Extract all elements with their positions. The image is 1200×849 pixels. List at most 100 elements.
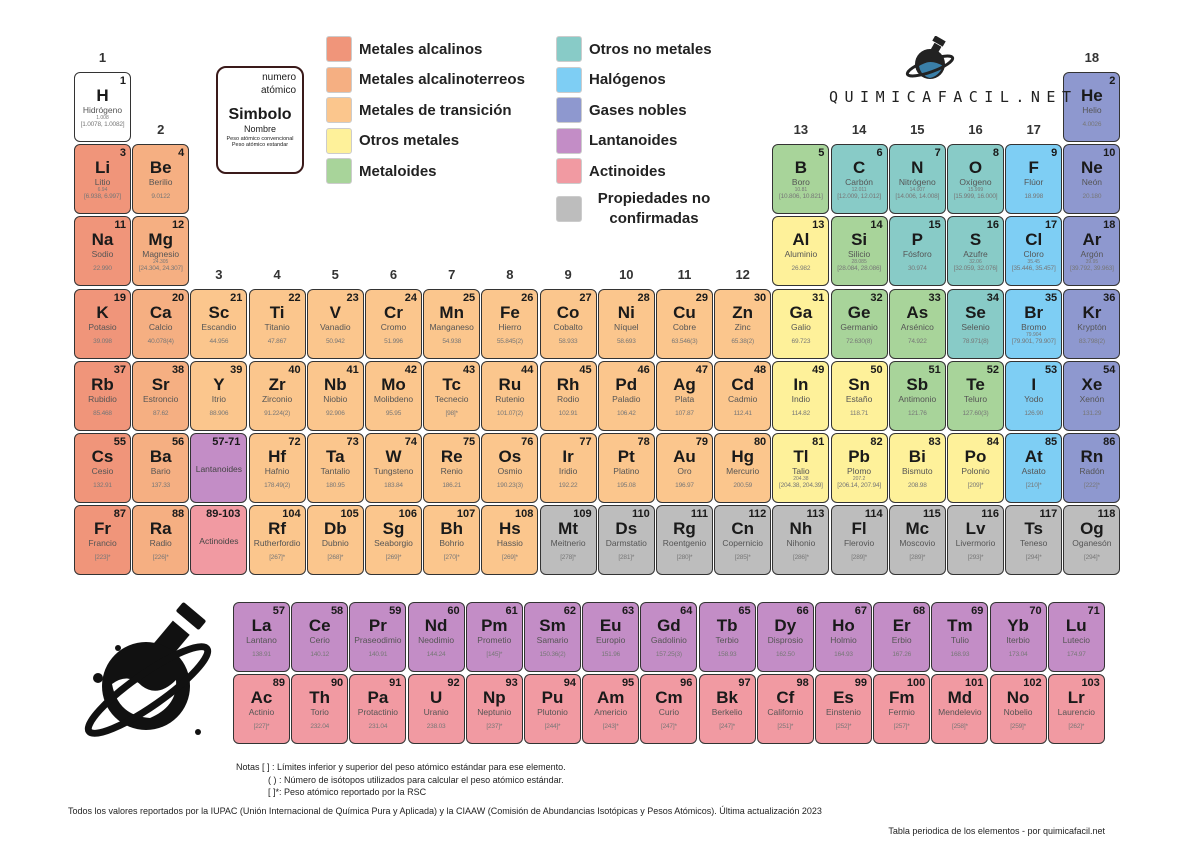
element-cell-lu[interactable]: 71 Lu Lutecio 174.97 (1047, 602, 1105, 672)
element-cell-nd[interactable]: 60 Nd Neodimio 144.24 (407, 602, 465, 672)
element-cell-ar[interactable]: 18 Ar Argón 39.95 [39.792, 39.963] (1063, 216, 1121, 287)
element-cell-rb[interactable]: 37 Rb Rubidio 85.468 (74, 360, 131, 431)
element-cell-pa[interactable]: 91 Pa Protactinio 231.04 (349, 674, 407, 744)
element-cell-c[interactable]: 6 C Carbón 12.011 [12.009, 12.012] (830, 144, 888, 215)
element-cell-bk[interactable]: 97 Bk Berkelio [247]* (698, 674, 756, 744)
element-cell-pm[interactable]: 61 Pm Prometio [145]* (465, 602, 523, 672)
element-cell-es[interactable]: 99 Es Einstenio [252]* (815, 674, 872, 744)
element-cell-cu[interactable]: 29 Cu Cobre 63.546(3) (656, 288, 713, 359)
element-cell-si[interactable]: 14 Si Silicio 28.085 [28.084, 28.086] (830, 216, 888, 287)
placeholder-lanthanide[interactable]: 57-71 Lantanoides (190, 433, 248, 503)
element-cell-fe[interactable]: 26 Fe Hierro 55.845(2) (481, 288, 539, 359)
element-cell-am[interactable]: 95 Am Americio [243]* (582, 674, 640, 744)
element-cell-fl[interactable]: 114 Fl Flerovio [289]* (830, 505, 888, 576)
element-cell-ga[interactable]: 31 Ga Galio 69.723 (772, 288, 830, 359)
element-cell-fr[interactable]: 87 Fr Francio [223]* (74, 505, 131, 576)
element-cell-dy[interactable]: 66 Dy Disprosio 162.50 (756, 602, 814, 672)
element-cell-te[interactable]: 52 Te Teluro 127.60(3) (947, 360, 1004, 431)
element-cell-v[interactable]: 23 V Vanadio 50.942 (306, 288, 364, 359)
element-cell-sn[interactable]: 50 Sn Estaño 118.71 (830, 360, 888, 431)
element-cell-bi[interactable]: 83 Bi Bismuto 208.98 (888, 433, 946, 503)
element-cell-rg[interactable]: 111 Rg Roentgenio [280]* (656, 505, 713, 576)
element-cell-sm[interactable]: 62 Sm Samario 150.36(2) (524, 602, 581, 672)
element-cell-o[interactable]: 8 O Oxígeno 15.999 [15.999, 16.000] (947, 144, 1004, 215)
element-cell-np[interactable]: 93 Np Neptunio [237]* (465, 674, 523, 744)
element-cell-mg[interactable]: 12 Mg Magnesio 24.305 [24.304, 24.307] (132, 216, 190, 287)
element-cell-cs[interactable]: 55 Cs Cesio 132.91 (74, 433, 131, 503)
element-cell-in[interactable]: 49 In Indio 114.82 (772, 360, 830, 431)
element-cell-db[interactable]: 105 Db Dubnio [268]* (306, 505, 364, 576)
element-cell-br[interactable]: 35 Br Bromo 79.904 [79.901, 79.907] (1005, 288, 1063, 359)
element-cell-h[interactable]: 1 H Hidrógeno 1.008 [1.0078, 1.0082] (74, 72, 131, 142)
element-cell-sc[interactable]: 21 Sc Escandio 44.956 (190, 288, 248, 359)
element-cell-f[interactable]: 9 F Flúor 18.998 (1005, 144, 1063, 215)
element-cell-se[interactable]: 34 Se Selenio 78.971(8) (947, 288, 1004, 359)
element-cell-co[interactable]: 27 Co Cobalto 58.933 (539, 288, 597, 359)
element-cell-ti[interactable]: 22 Ti Titanio 47.867 (248, 288, 306, 359)
element-cell-rn[interactable]: 86 Rn Radón [222]* (1063, 433, 1121, 503)
element-cell-la[interactable]: 57 La Lantano 138.91 (233, 602, 290, 672)
element-cell-po[interactable]: 84 Po Polonio [209]* (947, 433, 1004, 503)
element-cell-eu[interactable]: 63 Eu Europio 151.96 (582, 602, 640, 672)
element-cell-sb[interactable]: 51 Sb Antimonio 121.76 (888, 360, 946, 431)
element-cell-au[interactable]: 79 Au Oro 196.97 (656, 433, 713, 503)
element-cell-nb[interactable]: 41 Nb Niobio 92.906 (306, 360, 364, 431)
element-cell-yb[interactable]: 70 Yb Iterbio 173.04 (989, 602, 1047, 672)
placeholder-actinide[interactable]: 89-103 Actinoides (190, 505, 248, 576)
element-cell-os[interactable]: 76 Os Osmio 190.23(3) (481, 433, 539, 503)
element-cell-ir[interactable]: 77 Ir Iridio 192.22 (539, 433, 597, 503)
element-cell-he[interactable]: 2 He Helio 4.0026 (1063, 72, 1121, 142)
element-cell-tc[interactable]: 43 Tc Tecnecio [98]* (423, 360, 481, 431)
element-cell-at[interactable]: 85 At Astato [210]* (1005, 433, 1063, 503)
element-cell-re[interactable]: 75 Re Renio 186.21 (423, 433, 481, 503)
element-cell-ta[interactable]: 73 Ta Tantalio 180.95 (306, 433, 364, 503)
element-cell-w[interactable]: 74 W Tungsteno 183.84 (365, 433, 422, 503)
element-cell-k[interactable]: 19 K Potasio 39.098 (74, 288, 131, 359)
element-cell-th[interactable]: 90 Th Torio 232.04 (291, 674, 349, 744)
element-cell-na[interactable]: 11 Na Sodio 22.990 (74, 216, 131, 287)
element-cell-u[interactable]: 92 U Uranio 238.03 (407, 674, 465, 744)
element-cell-sr[interactable]: 38 Sr Estroncio 87.62 (132, 360, 190, 431)
element-cell-tm[interactable]: 69 Tm Tulio 168.93 (931, 602, 989, 672)
element-cell-cl[interactable]: 17 Cl Cloro 35.45 [35.446, 35.457] (1005, 216, 1063, 287)
element-cell-hf[interactable]: 72 Hf Hafnio 178.49(2) (248, 433, 306, 503)
element-cell-tl[interactable]: 81 Tl Talio 204.38 [204.38, 204.39] (772, 433, 830, 503)
element-cell-mt[interactable]: 109 Mt Meitnerio [278]* (539, 505, 597, 576)
element-cell-rf[interactable]: 104 Rf Rutherfordio [267]* (248, 505, 306, 576)
element-cell-p[interactable]: 15 P Fósforo 30.974 (888, 216, 946, 287)
element-cell-ac[interactable]: 89 Ac Actinio [227]* (233, 674, 290, 744)
element-cell-gd[interactable]: 64 Gd Gadolinio 157.25(3) (640, 602, 698, 672)
element-cell-li[interactable]: 3 Li Litio 6.94 [6.938, 6.997] (74, 144, 131, 215)
element-cell-ne[interactable]: 10 Ne Neón 20.180 (1063, 144, 1121, 215)
element-cell-no[interactable]: 102 No Nobelio [259]* (989, 674, 1047, 744)
element-cell-mc[interactable]: 115 Mc Moscovio [289]* (888, 505, 946, 576)
element-cell-cn[interactable]: 112 Cn Copernicio [285]* (714, 505, 772, 576)
element-cell-sg[interactable]: 106 Sg Seaborgio [269]* (365, 505, 422, 576)
element-cell-kr[interactable]: 36 Kr Kryptón 83.798(2) (1063, 288, 1121, 359)
element-cell-pt[interactable]: 78 Pt Platino 195.08 (597, 433, 655, 503)
element-cell-ra[interactable]: 88 Ra Radio [226]* (132, 505, 190, 576)
element-cell-cd[interactable]: 48 Cd Cadmio 112.41 (714, 360, 772, 431)
element-cell-lr[interactable]: 103 Lr Laurencio [262]* (1047, 674, 1105, 744)
element-cell-ba[interactable]: 56 Ba Bario 137.33 (132, 433, 190, 503)
element-cell-ge[interactable]: 32 Ge Germanio 72.630(8) (830, 288, 888, 359)
element-cell-cr[interactable]: 24 Cr Cromo 51.996 (365, 288, 422, 359)
element-cell-mn[interactable]: 25 Mn Manganeso 54.938 (423, 288, 481, 359)
element-cell-y[interactable]: 39 Y Itrio 88.906 (190, 360, 248, 431)
element-cell-al[interactable]: 13 Al Aluminio 26.982 (772, 216, 830, 287)
element-cell-as[interactable]: 33 As Arsénico 74.922 (888, 288, 946, 359)
element-cell-i[interactable]: 53 I Yodo 126.90 (1005, 360, 1063, 431)
element-cell-xe[interactable]: 54 Xe Xenón 131.29 (1063, 360, 1121, 431)
element-cell-pb[interactable]: 82 Pb Plomo 207.2 [206.14, 207.94] (830, 433, 888, 503)
element-cell-hs[interactable]: 108 Hs Hassio [269]* (481, 505, 539, 576)
element-cell-rh[interactable]: 45 Rh Rodio 102.91 (539, 360, 597, 431)
element-cell-nh[interactable]: 113 Nh Nihonio [286]* (772, 505, 830, 576)
element-cell-ho[interactable]: 67 Ho Holmio 164.93 (815, 602, 872, 672)
element-cell-ca[interactable]: 20 Ca Calcio 40.078(4) (132, 288, 190, 359)
element-cell-cm[interactable]: 96 Cm Curio [247]* (640, 674, 698, 744)
element-cell-n[interactable]: 7 N Nitrógeno 14.007 [14.006, 14.008] (888, 144, 946, 215)
element-cell-cf[interactable]: 98 Cf Californio [251]* (756, 674, 814, 744)
element-cell-pu[interactable]: 94 Pu Plutonio [244]* (524, 674, 581, 744)
element-cell-zn[interactable]: 30 Zn Zinc 65.38(2) (714, 288, 772, 359)
element-cell-md[interactable]: 101 Md Mendelevio [258]* (931, 674, 989, 744)
